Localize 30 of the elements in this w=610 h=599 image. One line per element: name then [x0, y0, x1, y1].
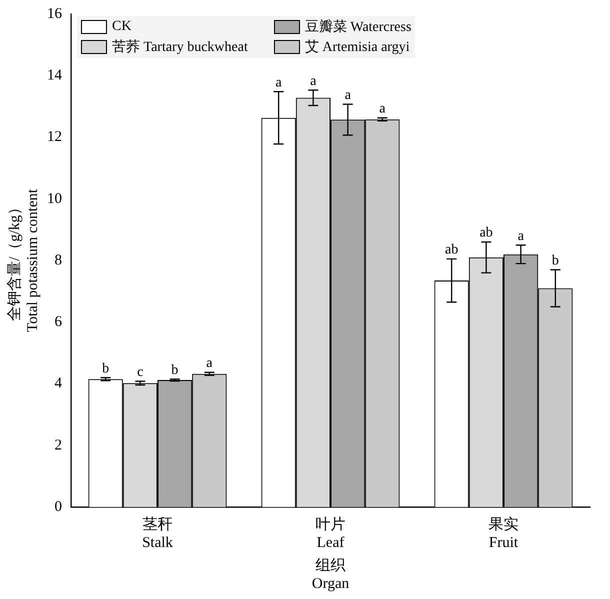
y-axis-title: 全钾含量/（g/kg） Total potassium content: [6, 188, 41, 332]
data-label: a: [379, 102, 386, 117]
data-label: a: [275, 75, 282, 90]
x-tick-label: 叶片 Leaf: [316, 516, 346, 551]
text: CK: [112, 19, 132, 35]
data-label: ab: [480, 226, 493, 241]
data-label: a: [310, 74, 318, 89]
data-label: b: [171, 362, 178, 378]
y-tick-label: 10: [47, 190, 62, 207]
y-tick-label: 2: [54, 437, 62, 454]
data-label: ab: [444, 242, 458, 258]
y-tick-label: 16: [47, 6, 62, 22]
legend-label: 豆瓣菜 Watercress: [304, 18, 412, 36]
x-tick-label: 果实 Fruit: [488, 516, 519, 551]
y-tick-label: 4: [54, 376, 62, 392]
legend-label: 苦荞 Tartary buckwheat: [112, 38, 248, 56]
data-label: b: [102, 361, 110, 376]
data-label: c: [137, 364, 144, 380]
y-tick-label: 14: [47, 68, 62, 84]
data-label: a: [518, 228, 525, 244]
x-tick-label: 茎秆 Stalk: [142, 516, 174, 551]
data-label: b: [552, 253, 559, 268]
y-tick-label: 6: [54, 314, 62, 330]
legend-label: 艾 Artemisia argyi: [304, 38, 410, 56]
data-label: a: [344, 88, 352, 103]
y-tick-label: 12: [47, 129, 62, 146]
y-tick-label: 0: [54, 498, 62, 515]
y-tick-label: 8: [54, 252, 62, 268]
data-label: a: [206, 356, 214, 372]
x-axis-title: 组织 Organ: [312, 556, 350, 592]
